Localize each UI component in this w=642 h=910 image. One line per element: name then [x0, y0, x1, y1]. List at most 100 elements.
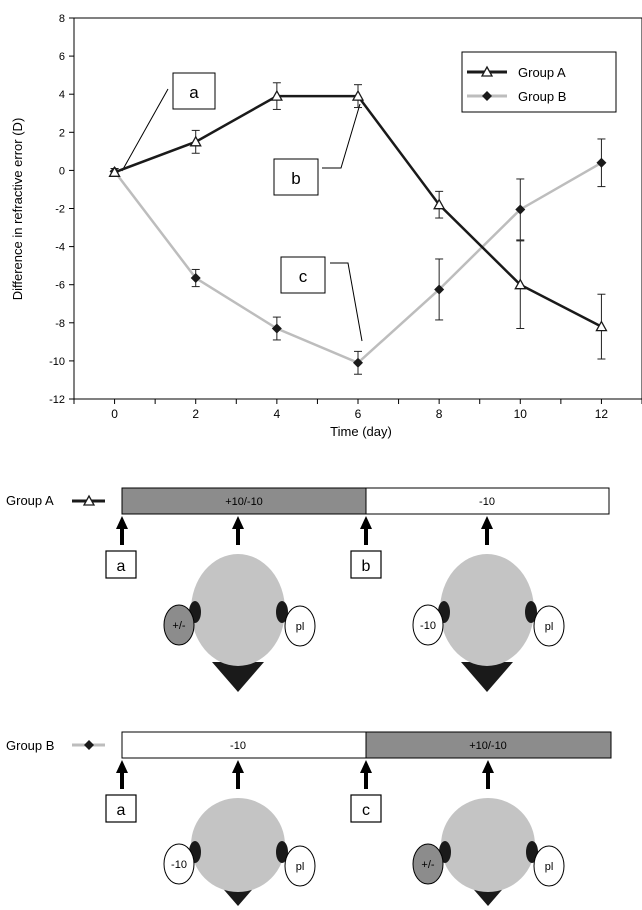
arrow-head	[232, 760, 244, 773]
group-a-arrow-switch	[360, 516, 372, 545]
data-point-group-b	[596, 157, 607, 168]
x-tick-label: 8	[436, 407, 443, 421]
y-tick-label: -12	[49, 394, 65, 406]
x-tick-label: 12	[595, 407, 609, 421]
y-tick-label: 0	[59, 165, 65, 177]
data-point-group-a	[351, 89, 365, 101]
bird-head-group-a-phase1: +/- pl	[163, 554, 316, 692]
legend-frame	[461, 51, 617, 113]
head	[441, 798, 535, 892]
x-tick-label: 10	[514, 407, 528, 421]
group-b-marker-c: c	[362, 802, 370, 819]
data-point-group-b	[271, 323, 282, 334]
arrow-head	[360, 516, 372, 529]
right-lens-label: pl	[545, 621, 554, 633]
left-lens	[412, 604, 444, 646]
data-point-group-a	[189, 135, 202, 147]
group-a-arrow-head2	[481, 516, 493, 545]
right-eye	[276, 601, 288, 623]
arrow-head	[116, 760, 128, 773]
group-a-marker-b: b	[362, 558, 371, 575]
group-b-marker-a-box	[105, 794, 137, 823]
beak	[461, 662, 513, 692]
legend-label-group-b: Group B	[518, 89, 566, 104]
left-lens-label: -10	[171, 859, 187, 871]
beak	[212, 662, 264, 692]
group-b-arrow-switch	[360, 760, 372, 789]
schedule-group-b: Group B -10 +10/-10 a c	[6, 731, 612, 906]
head	[191, 554, 285, 666]
y-tick-label: -8	[55, 318, 65, 330]
left-lens-label: +/-	[421, 859, 434, 871]
arrow-head	[482, 760, 494, 773]
x-axis-label: Time (day)	[330, 424, 392, 439]
y-axis-ticks: 8 6 4 2 0 -2 -4 -6 -8 -10 -12	[49, 13, 74, 406]
data-point-group-a	[595, 320, 608, 332]
legend-marker-group-a	[480, 65, 494, 77]
right-eye	[276, 841, 288, 863]
callout-b: b	[273, 103, 361, 196]
callout-a: a	[121, 72, 216, 172]
y-tick-label: -6	[55, 280, 65, 292]
series-line-group-b	[113, 161, 603, 365]
bird-head-group-b-phase2: +/- pl	[412, 798, 565, 906]
bird-head-group-b-phase1: -10 pl	[163, 798, 316, 906]
callout-b-box	[273, 158, 319, 196]
x-tick-label: 0	[111, 407, 118, 421]
data-point-group-b	[515, 204, 526, 215]
y-tick-label: 6	[59, 51, 65, 63]
callout-b-label: b	[291, 169, 300, 188]
right-lens	[533, 605, 565, 647]
data-point-group-b	[353, 357, 363, 368]
left-lens-label: -10	[420, 620, 436, 632]
x-axis-ticks: 0 2 4 6 8 10 12	[73, 399, 642, 421]
arrow-head	[232, 516, 244, 529]
group-a-marker-a: a	[117, 558, 126, 575]
right-lens	[284, 845, 316, 887]
y-tick-label: 2	[59, 127, 65, 139]
group-a-phase1-label: +10/-10	[225, 496, 263, 508]
callout-b-leader	[322, 103, 361, 169]
group-a-label: Group A	[6, 493, 54, 508]
data-point-group-b	[434, 284, 445, 295]
right-lens-label: pl	[545, 861, 554, 873]
legend-label-group-a: Group A	[518, 65, 566, 80]
group-a-phase2-bar	[365, 487, 610, 515]
right-lens	[533, 845, 565, 887]
group-a-marker-b-box	[350, 550, 382, 579]
data-point-group-b	[190, 273, 201, 284]
series-layer	[108, 82, 608, 375]
group-b-marker-a: a	[117, 802, 126, 819]
left-lens	[163, 843, 195, 885]
schedule-group-a: Group A +10/-10 -10 a b	[6, 487, 610, 692]
group-a-marker-a-box	[105, 550, 137, 579]
right-lens-label: pl	[296, 861, 305, 873]
group-b-arrow-start	[116, 760, 128, 789]
data-point-group-a	[514, 278, 527, 290]
left-lens-label: +/-	[172, 620, 185, 632]
group-a-legend-marker	[82, 494, 96, 506]
group-b-legend-marker	[84, 740, 94, 750]
callout-a-box	[172, 72, 216, 110]
callout-c-label: c	[299, 267, 308, 286]
legend-marker-group-b	[482, 91, 492, 101]
arrow-head	[360, 760, 372, 773]
head	[191, 798, 285, 892]
left-lens	[412, 843, 444, 885]
series-line-group-a	[114, 94, 603, 328]
callout-a-leader	[121, 88, 169, 172]
callout-c: c	[280, 256, 363, 342]
y-tick-label: -2	[55, 204, 65, 216]
group-b-marker-c-box	[350, 794, 382, 823]
y-tick-label: -4	[55, 242, 65, 254]
data-point-group-a	[433, 198, 446, 210]
right-eye	[525, 601, 537, 623]
group-b-phase2-bar	[365, 731, 612, 759]
right-lens	[284, 605, 316, 647]
group-a-arrow-head1	[232, 516, 244, 545]
x-tick-label: 2	[192, 407, 199, 421]
group-b-arrow-head2	[482, 760, 494, 789]
arrow-head	[481, 516, 493, 529]
y-tick-label: 4	[59, 89, 65, 101]
